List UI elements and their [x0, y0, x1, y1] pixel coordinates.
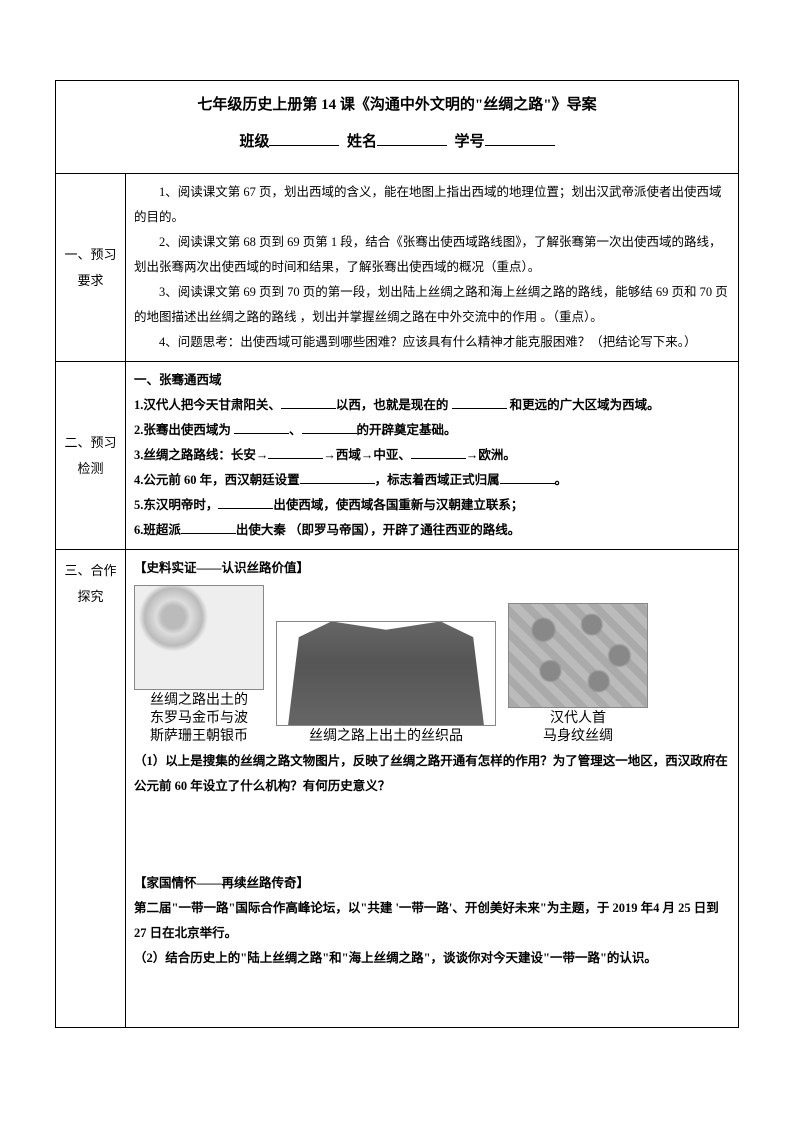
block2-title: 【家国情怀——再续丝路传奇】 — [134, 871, 730, 896]
block2-intro: 第二届"一带一路"国际合作高峰论坛，以"共建 '一带一路'、开创美好未来"为主题… — [134, 896, 730, 946]
worksheet-table: 七年级历史上册第 14 课《沟通中外文明的"丝绸之路"》导案 班级 姓名 学号 … — [55, 80, 739, 1028]
s2-line-3: 3.丝绸之路路线：长安→→西域→中亚、→欧洲。 — [134, 443, 730, 468]
fill-blank[interactable] — [281, 397, 336, 410]
fill-blank[interactable] — [411, 447, 466, 460]
s2-line-6: 6.班超派出使大秦 （即罗马帝国），开辟了通往西亚的路线。 — [134, 518, 730, 543]
header-row: 七年级历史上册第 14 课《沟通中外文明的"丝绸之路"》导案 班级 姓名 学号 — [56, 81, 739, 174]
section-3-label: 三、合作探究 — [56, 550, 126, 1028]
answer-space-2[interactable] — [134, 971, 730, 1021]
section-1-label: 一、预习要求 — [56, 174, 126, 362]
fill-blank[interactable] — [452, 397, 507, 410]
s2-line-5: 5.东汉明帝时，出使西域，使西域各国重新与汉朝建立联系； — [134, 493, 730, 518]
s1-p1: 1、阅读课文第 67 页，划出西域的含义，能在地图上指出西域的地理位置；划出汉武… — [134, 180, 730, 230]
section-1-row: 一、预习要求 1、阅读课文第 67 页，划出西域的含义，能在地图上指出西域的地理… — [56, 174, 739, 362]
fill-blank[interactable] — [268, 447, 323, 460]
class-label: 班级 — [239, 134, 269, 150]
section-3-content: 【史料实证——认识丝路价值】 丝绸之路出土的 东罗马金币与波 斯萨珊王朝银币 丝… — [126, 550, 739, 1028]
image-3: 汉代人首 马身纹丝绸 — [508, 603, 648, 746]
coins-image — [134, 585, 264, 690]
doc-title: 七年级历史上册第 14 课《沟通中外文明的"丝绸之路"》导案 — [64, 89, 730, 122]
section-2-content: 一、张骞通西域1.汉代人把今天甘肃阳关、以西，也就是现在的 和更远的广大区域为西… — [126, 362, 739, 550]
answer-space-1[interactable] — [134, 799, 730, 871]
s1-p2: 2、阅读课文第 68 页到 69 页第 1 段，结合《张骞出使西域路线图》，了解… — [134, 230, 730, 280]
fill-blank[interactable] — [500, 472, 555, 485]
s2-line-0: 一、张骞通西域 — [134, 368, 730, 393]
student-form: 班级 姓名 学号 — [64, 126, 730, 159]
name-blank[interactable] — [377, 131, 447, 146]
image-row: 丝绸之路出土的 东罗马金币与波 斯萨珊王朝银币 丝绸之路上出土的丝织品 汉代人首… — [134, 585, 730, 747]
question-2: （2）结合历史上的"陆上丝绸之路"和"海上丝绸之路"，谈谈你对今天建设"一带一路… — [134, 946, 730, 971]
s2-line-4: 4.公元前 60 年，西汉朝廷设置，标志着西域正式归属。 — [134, 468, 730, 493]
robe-image — [277, 621, 495, 726]
fill-blank[interactable] — [181, 522, 236, 535]
question-1: （1）以上是搜集的丝绸之路文物图片，反映了丝绸之路开通有怎样的作用？为了管理这一… — [134, 749, 730, 799]
caption-3: 汉代人首 马身纹丝绸 — [543, 710, 613, 746]
fill-blank[interactable] — [218, 497, 273, 510]
section-2-row: 二、预习检测 一、张骞通西域1.汉代人把今天甘肃阳关、以西，也就是现在的 和更远… — [56, 362, 739, 550]
id-blank[interactable] — [485, 131, 555, 146]
s1-p4: 4、问题思考：出使西域可能遇到哪些困难？应该具有什么精神才能克服困难？（把结论写… — [134, 330, 730, 355]
block1-title: 【史料实证——认识丝路价值】 — [134, 556, 730, 581]
s2-line-2: 2.张骞出使西域为 、的开辟奠定基础。 — [134, 418, 730, 443]
robe-image-wrap — [276, 621, 496, 726]
section-1-content: 1、阅读课文第 67 页，划出西域的含义，能在地图上指出西域的地理位置；划出汉武… — [126, 174, 739, 362]
caption-1: 丝绸之路出土的 东罗马金币与波 斯萨珊王朝银币 — [150, 692, 248, 747]
fill-blank[interactable] — [302, 422, 357, 435]
section-3-row: 三、合作探究 【史料实证——认识丝路价值】 丝绸之路出土的 东罗马金币与波 斯萨… — [56, 550, 739, 1028]
fill-blank[interactable] — [300, 472, 375, 485]
name-label: 姓名 — [347, 134, 377, 150]
s2-line-1: 1.汉代人把今天甘肃阳关、以西，也就是现在的 和更远的广大区域为西域。 — [134, 393, 730, 418]
fill-blank[interactable] — [234, 422, 289, 435]
section-2-label: 二、预习检测 — [56, 362, 126, 550]
s1-p3: 3、阅读课文第 69 页到 70 页的第一段，划出陆上丝绸之路和海上丝绸之路的路… — [134, 280, 730, 330]
image-1: 丝绸之路出土的 东罗马金币与波 斯萨珊王朝银币 — [134, 585, 264, 747]
pattern-image — [508, 603, 648, 708]
id-label: 学号 — [455, 134, 485, 150]
header-cell: 七年级历史上册第 14 课《沟通中外文明的"丝绸之路"》导案 班级 姓名 学号 — [56, 81, 739, 174]
caption-2: 丝绸之路上出土的丝织品 — [309, 728, 463, 746]
class-blank[interactable] — [269, 131, 339, 146]
image-2: 丝绸之路上出土的丝织品 — [276, 621, 496, 746]
